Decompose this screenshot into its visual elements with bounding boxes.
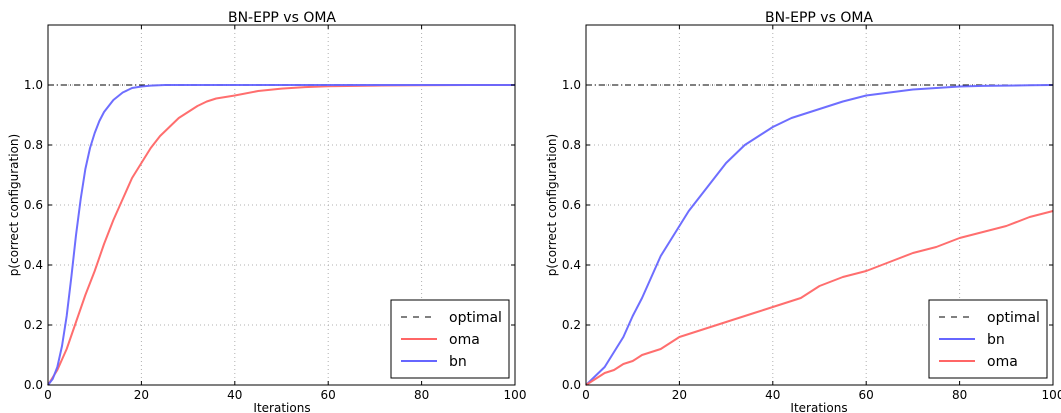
y-tick-label: 0.8 bbox=[562, 138, 581, 152]
y-tick-label: 0.2 bbox=[24, 318, 43, 332]
y-tick-label: 0.6 bbox=[24, 198, 43, 212]
chart-title: BN-EPP vs OMA bbox=[228, 10, 336, 26]
axis-ticks: 0 20 40 60 80 100 0.0 0.2 0.4 0.6 0.8 1.0 bbox=[562, 25, 1061, 402]
legend-label-bn: bn bbox=[449, 354, 467, 370]
legend-label-optimal: optimal bbox=[987, 310, 1040, 326]
y-tick-label: 0.4 bbox=[24, 258, 43, 272]
y-tick-label: 1.0 bbox=[24, 78, 43, 92]
y-axis-label: p(correct configuration) bbox=[545, 134, 559, 276]
y-tick-label: 0.2 bbox=[562, 318, 581, 332]
series-line-oma bbox=[585, 210, 1054, 386]
series-layer bbox=[585, 84, 1054, 386]
x-tick-label: 0 bbox=[44, 388, 52, 402]
x-axis-label: Iterations bbox=[790, 401, 847, 413]
x-tick-label: 100 bbox=[1042, 388, 1061, 402]
y-tick-label: 0.0 bbox=[562, 378, 581, 392]
legend: optimal oma bn bbox=[390, 299, 510, 379]
series-line-oma bbox=[47, 84, 515, 386]
legend-label-optimal: optimal bbox=[449, 310, 502, 326]
x-tick-label: 40 bbox=[227, 388, 242, 402]
x-axis-label: Iterations bbox=[253, 401, 310, 413]
y-tick-label: 0.0 bbox=[24, 378, 43, 392]
x-tick-label: 20 bbox=[672, 388, 687, 402]
chart-panel-left: BN-EPP vs OMA 0 20 40 60 80 100 0.0 0.2 0.4 0.6 0.… bbox=[7, 10, 526, 413]
series-line-bn bbox=[47, 84, 515, 386]
x-tick-label: 100 bbox=[504, 388, 527, 402]
x-tick-label: 60 bbox=[321, 388, 336, 402]
legend: optimal bn oma bbox=[928, 299, 1048, 379]
y-axis-label: p(correct configuration) bbox=[7, 134, 21, 276]
x-tick-label: 80 bbox=[952, 388, 967, 402]
y-tick-label: 0.8 bbox=[24, 138, 43, 152]
y-tick-label: 0.6 bbox=[562, 198, 581, 212]
y-tick-label: 1.0 bbox=[562, 78, 581, 92]
legend-label-oma: oma bbox=[987, 354, 1018, 370]
x-tick-label: 80 bbox=[414, 388, 429, 402]
legend-label-bn: bn bbox=[987, 332, 1005, 348]
series-line-bn bbox=[585, 84, 1054, 386]
legend-label-oma: oma bbox=[449, 332, 480, 348]
chart-panel-right: BN-EPP vs OMA 0 20 40 60 80 100 0.0 0.2 0.4 0.6 0.… bbox=[545, 10, 1061, 413]
x-tick-label: 60 bbox=[859, 388, 874, 402]
x-tick-label: 20 bbox=[134, 388, 149, 402]
x-tick-label: 40 bbox=[765, 388, 780, 402]
series-layer bbox=[47, 84, 515, 386]
y-tick-label: 0.4 bbox=[562, 258, 581, 272]
x-tick-label: 0 bbox=[582, 388, 590, 402]
axis-ticks: 0 20 40 60 80 100 0.0 0.2 0.4 0.6 0.8 1.0 bbox=[24, 25, 527, 402]
chart-title: BN-EPP vs OMA bbox=[765, 10, 873, 26]
